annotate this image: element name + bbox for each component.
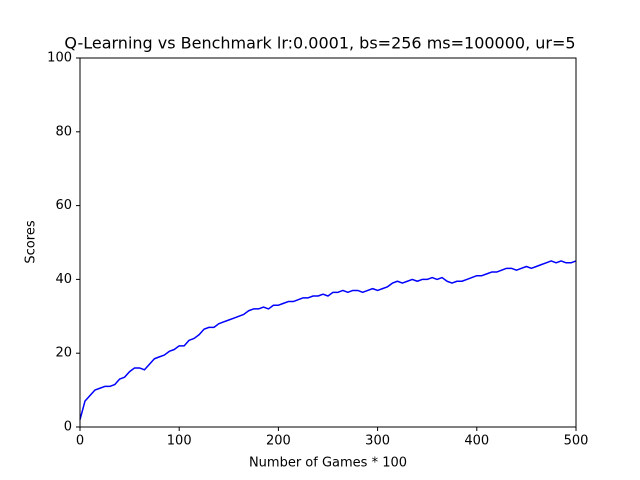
y-axis-label: Scores <box>24 220 39 263</box>
y-tick-label: 40 <box>55 272 72 287</box>
x-tick-label: 100 <box>167 434 192 449</box>
x-tick-label: 0 <box>76 434 84 449</box>
y-tick-label: 0 <box>64 420 72 435</box>
y-tick-label: 80 <box>55 124 72 139</box>
x-tick-label: 300 <box>365 434 390 449</box>
plot-frame <box>79 57 577 428</box>
x-tick-label: 500 <box>564 434 589 449</box>
data-line <box>79 260 577 420</box>
y-tick-label: 60 <box>55 198 72 213</box>
x-tick-label: 200 <box>266 434 291 449</box>
y-tick-label: 20 <box>55 346 72 361</box>
chart-title: Q-Learning vs Benchmark lr:0.0001, bs=25… <box>64 34 575 53</box>
y-tick-label: 100 <box>47 51 72 66</box>
x-tick-label: 400 <box>464 434 489 449</box>
x-axis-label: Number of Games * 100 <box>249 456 407 471</box>
